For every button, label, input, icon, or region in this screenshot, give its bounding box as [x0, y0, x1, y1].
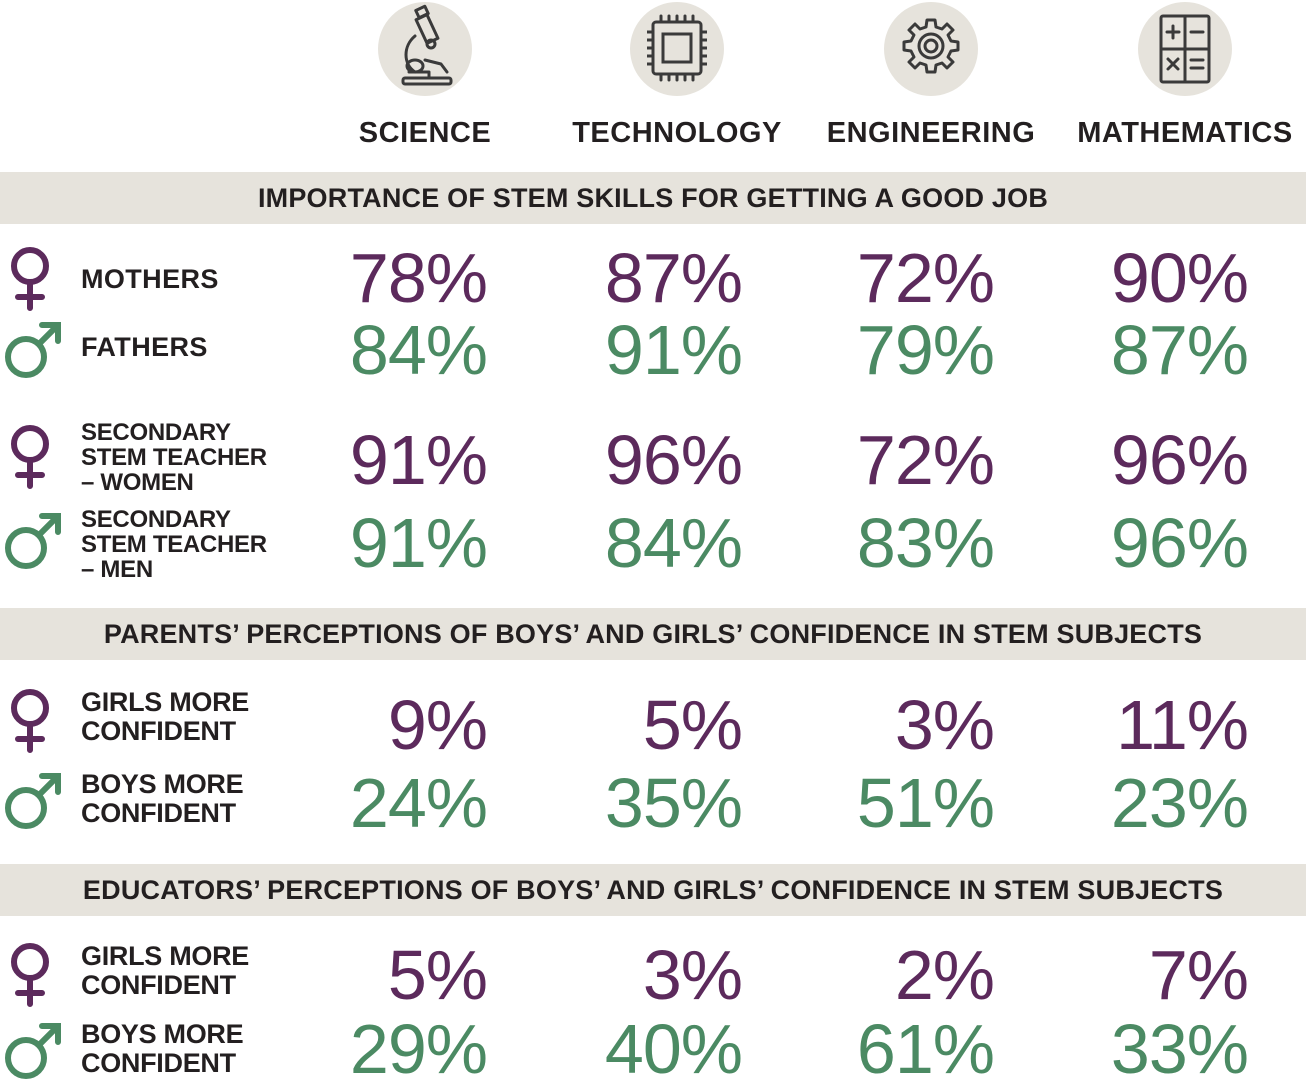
- value-cell: 23%: [1110, 764, 1249, 842]
- value-cell: 79%: [856, 311, 995, 389]
- row-label: MOTHERS: [81, 264, 219, 294]
- column-header-science: SCIENCE: [300, 0, 550, 160]
- value-cell: 91%: [604, 311, 743, 389]
- value-cell: 24%: [349, 764, 488, 842]
- microscope-icon: [378, 2, 472, 96]
- value-cell: 7%: [1148, 936, 1249, 1014]
- value-cell: 72%: [856, 421, 995, 499]
- column-label-mathematics: MATHEMATICS: [1077, 117, 1293, 149]
- female-icon: [11, 943, 49, 1007]
- female-icon: [11, 247, 49, 311]
- value-cell: 91%: [349, 504, 488, 582]
- gear-icon: [884, 2, 978, 96]
- value-cell: 61%: [856, 1010, 995, 1088]
- value-cell: 11%: [1116, 686, 1249, 764]
- row-label: GIRLS MORE CONFIDENT: [81, 941, 250, 1000]
- value-cell: 9%: [387, 686, 488, 764]
- value-cell: 90%: [1110, 239, 1249, 317]
- column-label-science: SCIENCE: [358, 117, 492, 149]
- value-cell: 87%: [604, 239, 743, 317]
- value-cell: 91%: [349, 421, 488, 499]
- column-label-technology: TECHNOLOGY: [572, 117, 782, 149]
- value-cell: 29%: [349, 1010, 488, 1088]
- female-icon: [11, 425, 49, 489]
- microchip-icon: [630, 2, 724, 96]
- column-header-engineering: ENGINEERING: [806, 0, 1056, 160]
- value-cell: 3%: [894, 686, 995, 764]
- calculator-icon: [1138, 2, 1232, 96]
- section-header-educators-perceptions: EDUCATORS’ PERCEPTIONS OF BOYS’ AND GIRL…: [0, 864, 1306, 916]
- value-cell: 2%: [894, 936, 995, 1014]
- column-label-engineering: ENGINEERING: [826, 117, 1036, 149]
- value-cell: 84%: [349, 311, 488, 389]
- value-cell: 87%: [1110, 311, 1249, 389]
- value-cell: 5%: [387, 936, 488, 1014]
- value-cell: 84%: [604, 504, 743, 582]
- male-icon: [5, 773, 61, 829]
- value-cell: 35%: [604, 764, 743, 842]
- value-cell: 5%: [642, 686, 743, 764]
- column-header-mathematics: MATHEMATICS: [1060, 0, 1306, 160]
- value-cell: 51%: [856, 764, 995, 842]
- section-header-job-importance: IMPORTANCE OF STEM SKILLS FOR GETTING A …: [0, 172, 1306, 224]
- value-cell: 96%: [1110, 421, 1249, 499]
- row-label: FATHERS: [81, 332, 208, 362]
- value-cell: 3%: [642, 936, 743, 1014]
- row-label: GIRLS MORE CONFIDENT: [81, 687, 250, 746]
- male-icon: [5, 322, 61, 378]
- row-label: SECONDARY STEM TEACHER – WOMEN: [81, 419, 267, 496]
- value-cell: 33%: [1110, 1010, 1249, 1088]
- value-cell: 72%: [856, 239, 995, 317]
- row-label: BOYS MORE CONFIDENT: [81, 769, 244, 828]
- value-cell: 78%: [349, 239, 488, 317]
- value-cell: 40%: [604, 1010, 743, 1088]
- column-header-technology: TECHNOLOGY: [552, 0, 802, 160]
- value-cell: 96%: [604, 421, 743, 499]
- value-cell: 96%: [1110, 504, 1249, 582]
- female-icon: [11, 689, 49, 753]
- value-cell: 83%: [856, 504, 995, 582]
- male-icon: [5, 513, 61, 569]
- row-label: SECONDARY STEM TEACHER – MEN: [81, 506, 267, 583]
- male-icon: [5, 1023, 61, 1079]
- section-header-parents-perceptions: PARENTS’ PERCEPTIONS OF BOYS’ AND GIRLS’…: [0, 608, 1306, 660]
- row-label: BOYS MORE CONFIDENT: [81, 1019, 244, 1078]
